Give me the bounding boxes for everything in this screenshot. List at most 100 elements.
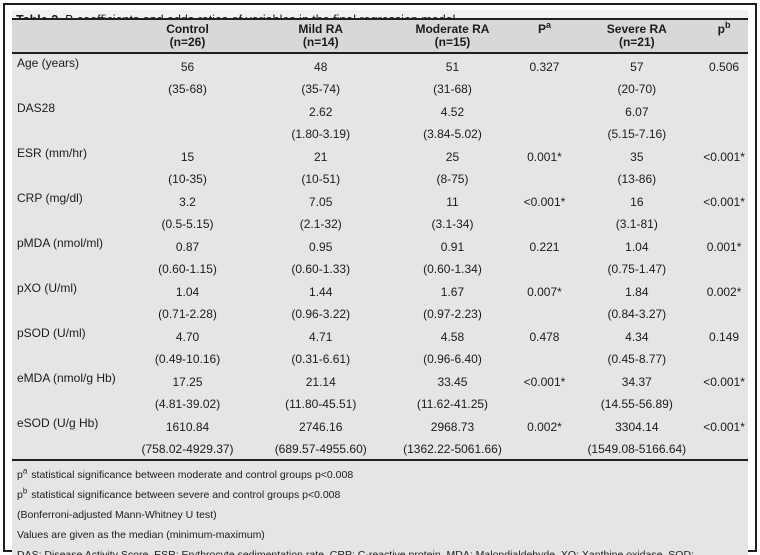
table-header: Control (n=26) Mild RA (n=14) Moderate RA (n=… — [12, 20, 748, 54]
footnotes: pa statistical significance between moder… — [12, 459, 748, 555]
table-cell: 2746.16 — [299, 420, 343, 434]
table-cell — [515, 99, 573, 123]
table-cell-range: (13-86) — [617, 171, 657, 186]
row-label: Age (years) — [17, 56, 80, 70]
table-cell: <0.001* — [523, 195, 566, 209]
table-row: eMDA (nmol/g Hb) 17.25 21.14 33.45 <0.001* 34… — [12, 369, 748, 393]
row-label: pXO (U/ml) — [17, 281, 77, 295]
column-header-control: Control (n=26) — [123, 20, 252, 54]
table-cell: 1.44 — [309, 285, 333, 299]
table-row: CRP (mg/dl) 3.2 7.05 11 <0.001* 16 <0.001* — [12, 189, 748, 213]
table-cell: 0.87 — [175, 240, 200, 254]
table-row: DAS28 2.62 4.52 6.07 — [12, 99, 748, 123]
table-cell: 0.002* — [527, 420, 562, 434]
table-cell-range — [700, 123, 748, 144]
table-cell-range: (0.49-10.16) — [154, 351, 221, 366]
table-cell-range — [515, 438, 573, 459]
table-cell-range: (14.55-56.89) — [600, 396, 673, 411]
table-cell-range: (0.96-6.40) — [423, 351, 482, 366]
table-cell: 1.67 — [440, 285, 465, 299]
footnote-text: Values are given as the median (minimum-… — [17, 529, 265, 541]
table-cell-range: (5.15-7.16) — [607, 126, 667, 141]
table-row: eSOD (U/g Hb) 1610.84 2746.16 2968.73 0.002*… — [12, 414, 748, 438]
column-header-n: (n=15) — [434, 35, 471, 49]
row-label: DAS28 — [17, 101, 56, 115]
table-cell-range: (35-68) — [168, 81, 207, 96]
table-cell-range — [515, 258, 573, 279]
column-header-n: (n=21) — [618, 35, 655, 49]
table-cell-range: (20-70) — [617, 81, 657, 96]
column-header-text: Mild RA — [298, 22, 344, 36]
table-row-range: (0.5-5.15) (2.1-32) (3.1-34) (3.1-81) — [12, 213, 748, 234]
column-header-pb: pb — [700, 20, 748, 54]
table-cell-range: (758.02-4929.37) — [141, 441, 234, 456]
table-cell: 1610.84 — [165, 420, 210, 434]
footnote-symbol: pa — [17, 467, 31, 481]
table-cell: 0.001* — [706, 240, 742, 254]
table-cell-range: (0.60-1.33) — [291, 261, 351, 276]
table-cell: 33.45 — [437, 375, 468, 389]
table-cell: <0.001* — [523, 375, 566, 389]
table-cell-range: (0.75-1.47) — [607, 261, 667, 276]
table-cell-range: (2.1-32) — [299, 216, 342, 231]
table-cell: 11 — [446, 195, 459, 209]
table-cell-range: (10-51) — [301, 171, 341, 186]
table-cell-range — [123, 123, 252, 144]
table-cell-range — [515, 213, 573, 234]
table-cell-range: (10-35) — [168, 171, 207, 186]
table-cell-range: (0.31-6.61) — [291, 351, 351, 366]
footnote-symbol: pb — [17, 486, 31, 501]
table-cell-range — [700, 438, 748, 459]
table-row: Age (years) 56 48 51 0.327 57 0.506 — [12, 53, 748, 78]
table-cell: 0.91 — [440, 240, 465, 254]
table-cell-range — [515, 78, 573, 99]
table-cell: 0.007* — [527, 285, 562, 299]
column-header-superscript: b — [724, 20, 731, 30]
footnote: pa statistical significance between moder… — [17, 466, 743, 486]
column-header-text: P — [537, 22, 546, 36]
table-cell: 6.07 — [625, 105, 649, 119]
table-row-range: (0.71-2.28) (0.96-3.22) (0.97-2.23) (0.84-3… — [12, 303, 748, 324]
column-header-label: Severe RA — [574, 22, 701, 36]
table-cell-range: (35-74) — [301, 81, 341, 96]
table-cell-range: (11.80-45.51) — [285, 396, 357, 411]
column-header-label: pb — [700, 20, 748, 37]
row-label: eMDA (nmol/g Hb) — [17, 371, 116, 385]
table-row-range: (0.49-10.16) (0.31-6.61) (0.96-6.40) (0.45-… — [12, 348, 748, 369]
table-row: pSOD (U/ml) 4.70 4.71 4.58 0.478 4.34 0.149 — [12, 324, 748, 348]
table-cell: 0.001* — [527, 150, 562, 164]
row-label: eSOD (U/g Hb) — [17, 416, 99, 430]
table-row-range: (10-35) (10-51) (8-75) (13-86) — [12, 168, 748, 189]
table-cell: 15 — [180, 150, 195, 164]
row-label: pSOD (U/ml) — [17, 326, 86, 340]
column-header-label: Pa — [515, 21, 573, 37]
footnote: DAS: Disease Activity Score, ESR: Erythr… — [17, 546, 743, 555]
table-cell-range — [700, 393, 748, 414]
data-table: Control (n=26) Mild RA (n=14) Moderate RA (n=… — [12, 20, 748, 459]
table-caption: B coefficients and odds ratios of variab… — [65, 13, 456, 20]
table-cell-range: (0.60-1.34) — [423, 261, 482, 276]
table-cell-range: (0.84-3.27) — [607, 306, 667, 321]
column-header-pa: Pa — [515, 20, 574, 54]
table-cell-range — [700, 78, 748, 99]
table-cell-range — [700, 348, 748, 369]
footnote-superscript: b — [22, 486, 28, 496]
table-cell — [700, 99, 748, 123]
table-cell: 1.04 — [625, 240, 649, 254]
table-cell: 56 — [180, 60, 195, 74]
footnote-text: DAS: Disease Activity Score, ESR: Erythr… — [17, 549, 694, 555]
table-row: ESR (mm/hr) 15 21 25 0.001* 35 <0.001* — [12, 144, 748, 168]
table-cell: 3304.14 — [615, 420, 659, 434]
table-cell: 48 — [314, 60, 328, 74]
table-cell-range: (3.1-34) — [431, 216, 474, 231]
table-row-range: (758.02-4929.37) (689.57-4955.60) (1362.22… — [12, 438, 748, 459]
table-cell: <0.001* — [703, 195, 745, 209]
table-cell: 34.37 — [621, 375, 652, 389]
column-header-text: Moderate RA — [415, 22, 490, 36]
table-cell-range — [515, 303, 573, 324]
column-header-text: Control — [166, 22, 209, 36]
column-header-n: (n=14) — [302, 35, 339, 49]
table-cell: 4.70 — [175, 330, 200, 344]
table-row: pXO (U/ml) 1.04 1.44 1.67 0.007* 1.84 0.002* — [12, 279, 748, 303]
